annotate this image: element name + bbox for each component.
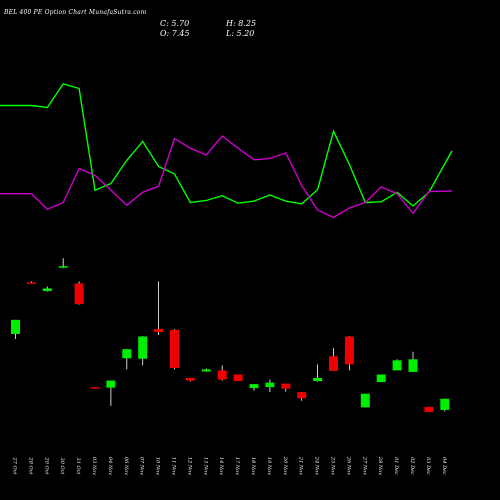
candle-body bbox=[154, 328, 164, 332]
x-tick-label: 26 Nov bbox=[345, 456, 351, 475]
candle-body bbox=[42, 288, 52, 291]
x-tick-label: 14 Nov bbox=[218, 457, 224, 475]
x-tick-label: 25 Nov bbox=[330, 456, 336, 475]
x-tick-label: 27 Oct bbox=[12, 457, 18, 476]
x-tick-label: 01 Dec bbox=[393, 457, 399, 475]
x-tick-label: 03 Nov bbox=[91, 457, 97, 475]
candle-body bbox=[313, 378, 323, 382]
candle-body bbox=[408, 359, 418, 372]
x-tick-label: 03 Dec bbox=[425, 457, 431, 475]
candle-body bbox=[281, 383, 291, 389]
x-tick-label: 17 Nov bbox=[234, 457, 240, 475]
x-tick-label: 07 Nov bbox=[139, 457, 145, 475]
x-tick-label: 27 Nov bbox=[361, 456, 367, 475]
x-tick-label: 04 Nov bbox=[107, 457, 113, 475]
x-tick-label: 06 Nov bbox=[123, 457, 129, 475]
candle-body bbox=[424, 406, 434, 412]
candle-body bbox=[58, 266, 68, 268]
x-tick-label: 21 Nov bbox=[298, 456, 304, 475]
x-tick-label: 13 Nov bbox=[202, 457, 208, 475]
indicator-line-1 bbox=[0, 82, 453, 207]
candle-body bbox=[376, 374, 386, 383]
candle-body bbox=[217, 370, 227, 380]
x-tick-label: 28 Nov bbox=[377, 456, 383, 475]
x-tick-label: 30 Oct bbox=[59, 458, 65, 476]
close-value: C: 5.70 bbox=[160, 19, 190, 28]
candle-body bbox=[201, 369, 211, 372]
x-tick-label: 10 Nov bbox=[155, 457, 161, 475]
candle-body bbox=[138, 336, 148, 359]
x-tick-label: 28 Oct bbox=[27, 457, 33, 476]
candle-body bbox=[170, 329, 179, 368]
low-value: L: 5.20 bbox=[226, 29, 255, 38]
candle-body bbox=[249, 384, 259, 389]
x-tick-label: 04 Dec bbox=[441, 457, 447, 475]
candle-body bbox=[185, 378, 195, 381]
candle-body bbox=[360, 393, 370, 408]
high-value: H: 8.25 bbox=[226, 19, 257, 28]
candle-body bbox=[297, 392, 307, 399]
candle-body bbox=[106, 380, 116, 388]
x-tick-label: 24 Nov bbox=[314, 456, 320, 475]
candle-body bbox=[392, 360, 402, 371]
open-value: O: 7.45 bbox=[160, 29, 190, 38]
x-tick-label: 18 Nov bbox=[250, 457, 256, 475]
indicator-line-2 bbox=[0, 135, 453, 219]
candle-body bbox=[90, 387, 100, 389]
candle-body bbox=[440, 398, 450, 410]
candle-body bbox=[265, 382, 275, 388]
candle-body bbox=[344, 336, 354, 365]
x-tick-label: 02 Dec bbox=[409, 457, 415, 475]
x-tick-label: 19 Nov bbox=[266, 457, 272, 475]
x-tick-label: 29 Oct bbox=[43, 457, 49, 476]
candle-body bbox=[74, 283, 84, 305]
x-tick-label: 31 Oct bbox=[75, 458, 81, 476]
candle-body bbox=[329, 356, 338, 371]
x-tick-label: 20 Nov bbox=[282, 456, 288, 475]
candle-body bbox=[122, 349, 132, 359]
candle-body bbox=[233, 374, 243, 382]
candle-body bbox=[26, 282, 36, 284]
candle-body bbox=[11, 319, 20, 334]
x-tick-label: 11 Nov bbox=[171, 457, 177, 475]
x-tick-label: 12 Nov bbox=[186, 457, 192, 475]
chart-title: BEL 400 PE Option Chart MunafaSutra.com bbox=[4, 9, 147, 16]
